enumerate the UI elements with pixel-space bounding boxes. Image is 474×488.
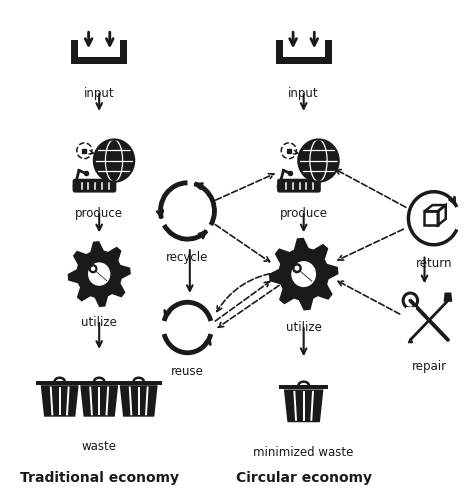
Text: utilize: utilize [81, 316, 117, 329]
Polygon shape [68, 242, 131, 307]
Polygon shape [276, 58, 331, 65]
Text: recycle: recycle [166, 250, 209, 263]
Polygon shape [279, 386, 328, 389]
Text: produce: produce [75, 207, 123, 220]
Polygon shape [120, 41, 127, 65]
Text: Circular economy: Circular economy [236, 470, 372, 484]
Circle shape [298, 140, 339, 183]
Polygon shape [444, 293, 452, 302]
Polygon shape [276, 41, 283, 65]
Text: waste: waste [82, 439, 117, 452]
Text: input: input [288, 87, 319, 100]
Polygon shape [115, 382, 162, 386]
Polygon shape [120, 386, 158, 417]
Text: repair: repair [411, 359, 447, 372]
Polygon shape [36, 382, 83, 386]
Circle shape [291, 261, 317, 288]
Polygon shape [76, 382, 123, 386]
Text: return: return [416, 257, 452, 269]
Polygon shape [325, 41, 331, 65]
Text: reuse: reuse [171, 364, 204, 377]
Polygon shape [71, 58, 127, 65]
Polygon shape [41, 386, 79, 417]
Polygon shape [269, 238, 338, 311]
Text: Traditional economy: Traditional economy [20, 470, 179, 484]
FancyBboxPatch shape [73, 180, 116, 193]
Circle shape [292, 264, 302, 274]
Text: minimized waste: minimized waste [254, 445, 354, 458]
Polygon shape [80, 386, 118, 417]
FancyBboxPatch shape [277, 180, 321, 193]
Text: produce: produce [280, 207, 328, 220]
Polygon shape [71, 41, 78, 65]
Circle shape [91, 267, 95, 271]
Text: utilize: utilize [286, 321, 322, 333]
Text: input: input [84, 87, 115, 100]
Circle shape [89, 264, 98, 274]
Circle shape [94, 140, 134, 183]
Circle shape [294, 266, 300, 271]
Polygon shape [284, 389, 323, 422]
Circle shape [87, 262, 111, 287]
